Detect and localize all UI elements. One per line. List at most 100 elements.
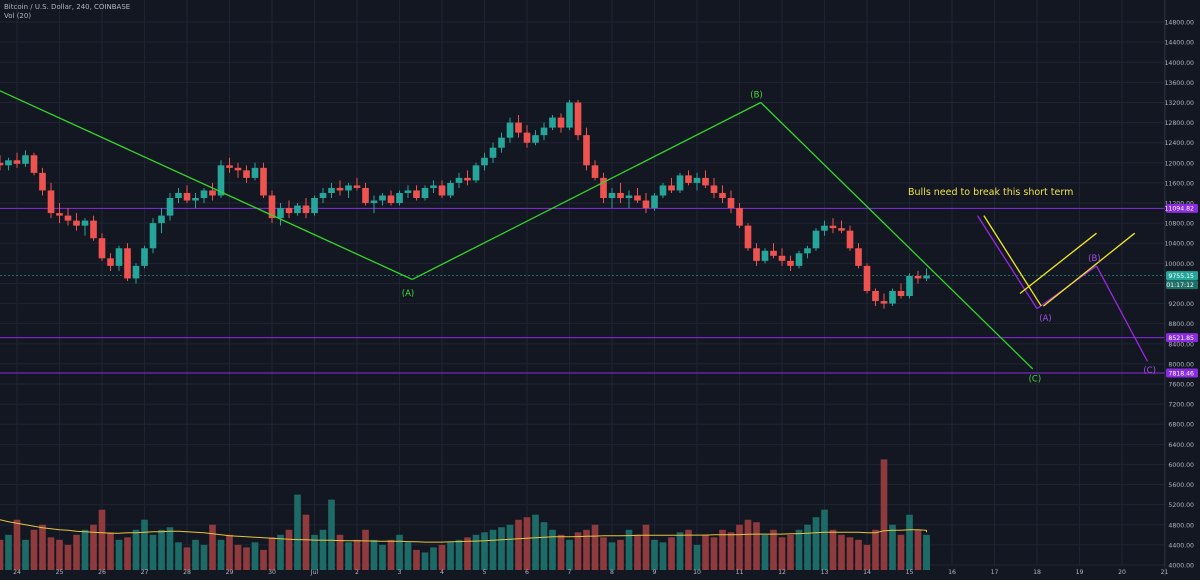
- volume-bar: [107, 532, 114, 570]
- candle: [455, 172, 463, 188]
- candle-body: [787, 260, 794, 266]
- candle-body: [906, 275, 913, 297]
- candle: [472, 162, 480, 183]
- candle-body: [676, 175, 684, 191]
- price-tick-label: 12000.00: [1164, 160, 1194, 167]
- price-tick-label: 14800.00: [1164, 20, 1194, 27]
- candle-body: [413, 190, 420, 198]
- candle: [47, 182, 55, 219]
- purple-wave-label: (B): [1088, 254, 1100, 264]
- volume-bar: [668, 537, 675, 570]
- candle: [591, 160, 599, 181]
- candle-body: [566, 102, 573, 128]
- volume-bar: [761, 534, 769, 570]
- candle-body: [489, 147, 497, 158]
- candle: [897, 283, 905, 299]
- candle: [260, 162, 267, 198]
- time-tick-label: 15: [906, 569, 914, 576]
- candle: [702, 170, 709, 188]
- time-tick-label: 5: [483, 569, 487, 576]
- volume-bar: [438, 544, 446, 570]
- candle: [285, 200, 293, 219]
- volume-bar: [311, 534, 318, 570]
- candle-body: [226, 165, 233, 168]
- volume-bar: [98, 509, 106, 570]
- candle: [906, 273, 913, 299]
- candle: [413, 185, 420, 201]
- volume-bar: [574, 532, 582, 570]
- candle: [81, 218, 89, 236]
- candle-body: [107, 258, 114, 266]
- candle-body: [821, 225, 828, 231]
- time-tick-label: 24: [13, 569, 21, 576]
- purple-trend-line: [976, 215, 1038, 309]
- candle: [0, 155, 4, 171]
- level-badge-label: 8521.85: [1168, 335, 1194, 342]
- volume-bar: [880, 459, 888, 570]
- volume-bar: [685, 529, 692, 570]
- volume-bar: [693, 544, 701, 570]
- volume-bar: [362, 529, 369, 570]
- candle: [243, 165, 250, 183]
- candle: [736, 203, 743, 229]
- candle-body: [98, 238, 106, 259]
- volume-bar: [47, 537, 55, 570]
- volume-bar: [141, 519, 148, 570]
- candle: [710, 177, 718, 198]
- volume-bar: [846, 537, 854, 570]
- candle: [693, 172, 701, 191]
- candle: [209, 182, 216, 201]
- volume-indicator-label[interactable]: Vol (20): [4, 12, 32, 20]
- candle: [634, 187, 641, 204]
- candle: [727, 190, 735, 214]
- volume-bar: [736, 524, 743, 570]
- time-axis[interactable]: 24 25 26 27 28 29 30 Jul 2 3 4 5 6 7 8 9 10 11 12 13 14 15 16 1…: [13, 569, 1168, 576]
- candle-body: [863, 265, 871, 291]
- price-tick-label: 8800.00: [1168, 321, 1194, 328]
- volume-bar: [328, 499, 335, 570]
- level-badge-bg: [1166, 368, 1198, 378]
- countdown-badge-bg: [1166, 280, 1198, 290]
- volume-bar: [710, 537, 718, 570]
- candle-body: [515, 122, 522, 133]
- level-badge-bg: [1166, 333, 1198, 343]
- volume-bar: [719, 529, 726, 570]
- candle-body: [523, 132, 531, 143]
- price-tick-label: 10000.00: [1164, 261, 1194, 268]
- volume-bar: [557, 534, 565, 570]
- volume-bar: [132, 529, 140, 570]
- candle: [404, 185, 412, 198]
- candle-body: [183, 192, 191, 201]
- volume-bar: [540, 522, 548, 570]
- volume-bar: [200, 544, 208, 570]
- symbol-title[interactable]: Bitcoin / U.S. Dollar, 240, COINBASE: [4, 3, 131, 11]
- candle: [251, 162, 259, 181]
- candle-body: [22, 155, 29, 164]
- time-tick-label: 25: [56, 569, 64, 576]
- candle-body: [260, 167, 267, 196]
- candle-body: [498, 137, 505, 148]
- green-wave-label: (B): [750, 90, 762, 100]
- candle: [302, 198, 310, 219]
- yellow-trend-line: [983, 215, 1042, 307]
- time-tick-label: 19: [1076, 569, 1084, 576]
- price-tick-label: 10400.00: [1164, 241, 1194, 248]
- price-axis[interactable]: 14800.00 14400.00 14000.00 13600.00 13200.00…: [1164, 0, 1194, 576]
- candle-body: [761, 250, 769, 261]
- candle: [56, 203, 63, 224]
- volume-bar: [506, 524, 514, 570]
- candle: [158, 208, 165, 234]
- candle: [22, 150, 29, 167]
- time-tick-label: 12: [778, 569, 786, 576]
- volume-bar: [39, 524, 46, 570]
- candle-body: [396, 192, 403, 204]
- candle: [651, 192, 658, 211]
- candle-body: [5, 160, 12, 166]
- candle: [498, 132, 505, 153]
- candle-body: [73, 220, 80, 226]
- volume-bar: [421, 552, 429, 570]
- candle: [540, 122, 548, 141]
- volume-bar: [217, 539, 225, 570]
- candle-body: [243, 170, 250, 178]
